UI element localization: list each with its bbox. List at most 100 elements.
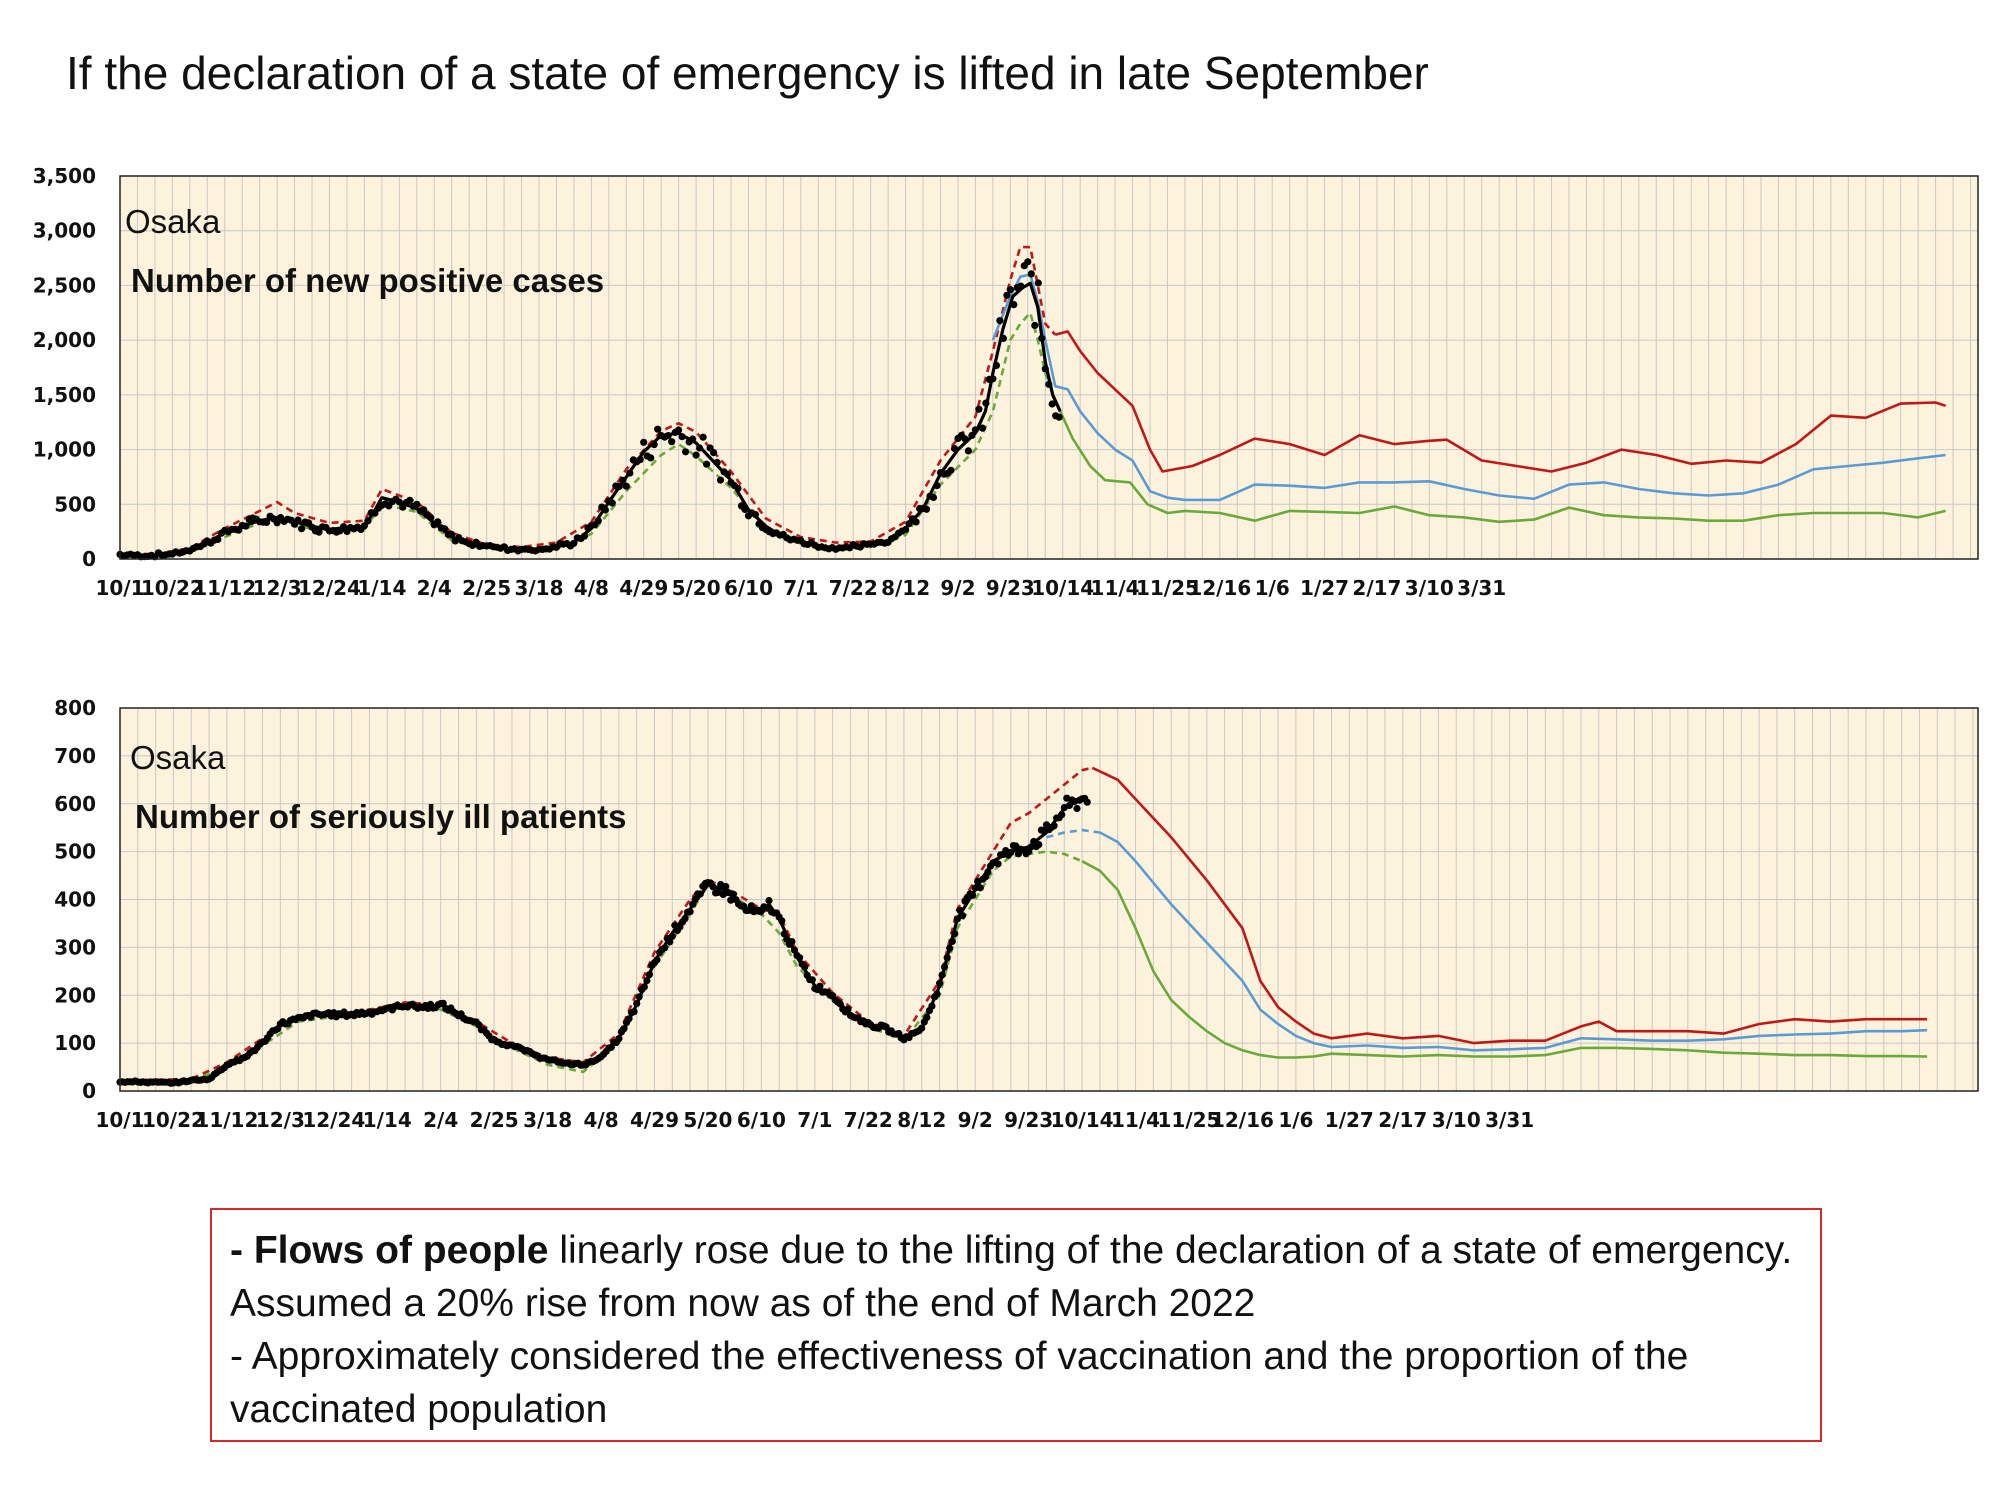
x-tick-label: 2/4 (417, 576, 452, 600)
series-line-upper-dashed-red (119, 245, 1057, 556)
x-tick-label: 6/10 (724, 576, 773, 600)
observed-point (994, 860, 1002, 868)
observed-point (664, 432, 672, 440)
observed-point (636, 456, 644, 464)
observed-point (996, 317, 1004, 325)
observed-point (682, 448, 690, 456)
observed-point (364, 517, 372, 525)
y-tick-label: 600 (54, 792, 96, 816)
observed-point (699, 433, 707, 441)
x-tick-label: 3/31 (1457, 576, 1506, 600)
observed-point (941, 963, 949, 971)
observed-point (601, 506, 609, 514)
x-tick-label: 10/22 (141, 576, 204, 600)
x-tick-label: 12/16 (1211, 1108, 1274, 1132)
x-tick-label: 11/4 (1111, 1108, 1160, 1132)
observed-point (947, 466, 955, 474)
observed-point (242, 522, 250, 530)
y-tick-label: 0 (82, 547, 96, 571)
observed-point (1045, 380, 1053, 388)
observed-point (938, 971, 946, 979)
observed-point (741, 505, 749, 513)
observed-point (976, 884, 984, 892)
series-line-central-solid-blue (1099, 831, 1928, 1052)
observed-point (723, 470, 732, 478)
observed-point (615, 1035, 623, 1043)
y-tick-label: 800 (54, 696, 96, 720)
seriously-ill-chart: 0 100 200 300 400 500 600 700 800 10/110/2211/12… (54, 696, 1979, 1132)
x-tick-label: 8/12 (881, 576, 930, 600)
observed-point (762, 904, 771, 912)
observed-point (645, 971, 654, 979)
x-tick-label: 3/10 (1432, 1108, 1481, 1132)
observed-point (686, 908, 694, 916)
observed-point (692, 451, 700, 459)
observed-point (933, 990, 941, 998)
observed-point (678, 433, 686, 441)
observed-point (643, 977, 651, 985)
x-tick-label: 4/29 (630, 1108, 679, 1132)
observed-point (929, 493, 938, 502)
observed-point (395, 498, 403, 506)
series-line-lower-solid-green (1054, 399, 1946, 524)
y-tick-label: 3,000 (33, 219, 96, 243)
observed-point (1027, 270, 1035, 278)
observed-point (1038, 334, 1046, 342)
x-tick-label: 11/25 (1158, 1108, 1221, 1132)
x-tick-label: 2/17 (1352, 576, 1401, 600)
observed-point (1041, 365, 1049, 373)
observed-point (668, 438, 676, 446)
observed-point (635, 993, 643, 1001)
observed-point (420, 506, 428, 514)
x-tick-label: 3/18 (523, 1108, 572, 1132)
x-tick-label: 12/3 (253, 576, 302, 600)
x-tick-label: 2/25 (462, 576, 511, 600)
observed-point (1003, 291, 1011, 299)
gridlines (120, 176, 1978, 559)
observed-point (716, 476, 725, 484)
observed-point (933, 482, 941, 490)
observed-point (1034, 279, 1042, 287)
observed-point (273, 519, 281, 527)
observed-point (978, 424, 987, 432)
observed-point (1010, 301, 1018, 309)
observed-point (626, 469, 634, 477)
x-tick-label: 4/8 (574, 576, 609, 600)
observed-point (630, 1008, 638, 1016)
x-tick-label: 4/8 (583, 1108, 618, 1132)
observed-point (975, 405, 983, 413)
observed-point (918, 1024, 926, 1032)
gridlines (120, 708, 1978, 1091)
observed-point (984, 868, 992, 876)
observed-point (989, 375, 997, 383)
observed-point (958, 912, 967, 920)
y-tick-label: 200 (54, 983, 96, 1007)
plot-border (119, 175, 1979, 560)
observed-point (620, 1025, 628, 1033)
observed-point (968, 431, 976, 439)
x-tick-label: 7/22 (829, 576, 878, 600)
series-line-lower-solid-green (1081, 860, 1928, 1059)
x-tick-label: 7/1 (797, 1108, 832, 1132)
observed-point (413, 500, 421, 508)
observed-point (902, 525, 910, 534)
observed-point (971, 884, 979, 892)
x-tick-label: 12/24 (298, 576, 361, 600)
observed-point (936, 979, 944, 987)
observed-dots (116, 794, 1091, 1087)
x-tick-label: 12/24 (302, 1108, 365, 1132)
observed-point (615, 482, 623, 490)
observed-point (294, 516, 302, 524)
note-1-text: linearly rose due to the lifting of the … (230, 1229, 1793, 1325)
observed-point (661, 944, 669, 952)
y-tick-label: 700 (54, 744, 96, 768)
chart-title: Number of seriously ill patients (135, 798, 626, 835)
x-tick-label: 11/12 (195, 1108, 258, 1132)
observed-point (969, 891, 977, 899)
x-tick-label: 2/25 (470, 1108, 519, 1132)
x-tick-label: 10/14 (1031, 576, 1094, 600)
x-tick-label: 3/10 (1405, 576, 1454, 600)
observed-point (796, 954, 804, 962)
x-tick-label: 10/1 (95, 1108, 144, 1132)
